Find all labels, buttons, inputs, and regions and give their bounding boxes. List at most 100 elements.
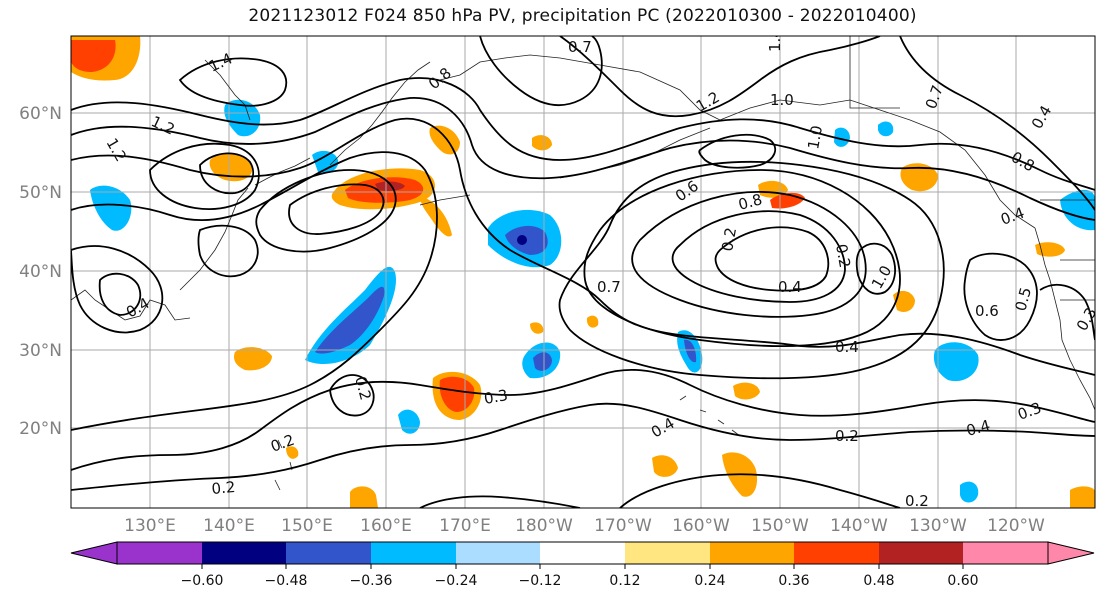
precip-blob-bering-south [532,135,552,151]
contour-2 [71,97,1095,221]
longitude-axis: 130°E 140°E 150°E 160°E 170°E 180°W 170°… [124,516,1045,536]
precip-blob-small-2 [530,322,544,334]
coast-kuril [254,157,311,186]
lon-label-160W: 160°W [672,516,730,536]
coast-north-america [1034,227,1095,411]
contour-14 [619,473,901,508]
colorbar-frame [116,541,1049,565]
precip-blob-bering [834,127,850,147]
contour-20 [178,57,288,107]
precip-blob-small-1 [586,315,599,328]
map-frame [70,35,1096,509]
contour-13 [71,368,1095,471]
lon-label-150E: 150°E [281,516,333,536]
contour-label: 0.2 [832,243,854,270]
precip-blob-japan-west [90,185,132,231]
colorbar-tick-label: 0.60 [947,573,978,589]
contour-21 [149,142,260,210]
colorbar-over-triangle [1047,541,1095,565]
contour-label: 1.0 [770,91,794,109]
colorbar-tick-label: 0.24 [694,573,725,589]
lat-label-60N: 60°N [19,104,62,124]
colorbar-tick-label: −0.24 [435,573,478,589]
precip-blob-okhotsk [224,99,261,137]
colorbar-tick-label: −0.12 [519,573,562,589]
contour-7 [631,191,867,318]
contour-label: 0.6 [975,302,999,320]
contour-label: 0.5 [1011,285,1035,313]
precip-blob-phil-sea [234,347,272,371]
lat-label-50N: 50°N [19,183,62,203]
colorbar-segment [202,542,287,564]
coast-kamchatka [329,61,431,166]
colorbar-segment [286,542,372,564]
graticule [71,36,1095,508]
colorbar-under-triangle [70,541,118,565]
colorbar-tick-label: −0.48 [265,573,308,589]
contour-19 [1039,283,1095,341]
contour-4 [71,151,438,431]
contour-label: 0.4 [964,416,992,440]
contour-label: 0.7 [568,38,592,56]
colorbar-tick-label: 0.48 [863,573,894,589]
pv-contours [71,36,1095,508]
contour-label: 1.0 [804,124,826,151]
coast-canada-border [849,36,1095,301]
contour-17 [899,36,1095,211]
lat-label-20N: 20°N [19,419,62,439]
contour-29 [329,374,375,417]
colorbar-segment [540,542,626,564]
contour-label: 0.2 [211,478,236,498]
precip-blob-tropics-w2-core [439,376,475,412]
contour-label: 0.2 [351,374,375,402]
contour-label: 0.2 [718,226,740,253]
lon-label-170W: 170°W [594,516,652,536]
contour-label: 0.3 [483,386,510,408]
contour-11 [558,160,945,380]
contour-3 [71,117,1095,376]
contour-5 [71,245,164,334]
precip-blob-alaska-gulf [900,163,938,192]
contour-labels: 1.4 1.2 1.2 0.7 1.4 0.8 1.2 1.0 1.0 0.7 … [103,36,1095,510]
precip-blob-south-edge-2 [652,455,678,477]
lon-label-170E: 170°E [439,516,491,536]
colorbar-segment [456,542,541,564]
precip-blob-central-south-core [533,352,552,371]
precip-blob-west-pacific-band-core [315,286,385,354]
contour-9 [714,226,830,292]
precip-blob-nw-corner-core [71,40,116,72]
colorbar-tick-labels: −0.60 −0.48 −0.36 −0.24 −0.12 0.12 0.24 … [181,573,979,589]
map-panel: 1.4 1.2 1.2 0.7 1.4 0.8 1.2 1.0 1.0 0.7 … [19,35,1096,536]
contour-label: 0.4 [778,278,802,296]
precip-blob-kuril-tail [420,196,452,237]
lon-label-160E: 160°E [360,516,412,536]
contour-label: 0.2 [905,492,929,510]
colorbar: −0.60 −0.48 −0.36 −0.24 −0.12 0.12 0.24 … [70,541,1095,589]
colorbar-segment [371,542,457,564]
lon-label-140W: 140°W [830,516,888,536]
lat-label-30N: 30°N [19,341,62,361]
contour-28 [197,224,259,278]
lon-label-180W: 180°W [515,516,573,536]
contour-24 [288,183,385,235]
colorbar-segment [710,542,795,564]
precip-blob-sea-of-japan [209,153,253,182]
contour-8 [671,210,846,303]
coast-okhotsk [204,59,251,121]
lon-label-130E: 130°E [124,516,176,536]
contour-label: 0.7 [597,278,621,296]
coastlines [71,36,1095,491]
coast-hawaii [679,395,741,437]
colorbar-segment [625,542,711,564]
precip-blob-kuril-jet-max [375,181,405,191]
coast-bering-aleutians [439,54,721,121]
precip-blob-bc-coast [1035,242,1065,257]
colorbar-segment [117,542,203,564]
colorbar-segment [879,542,964,564]
contour-6 [98,272,142,316]
precip-blob-small-3 [286,446,299,459]
colorbar-tick-label: 0.12 [609,573,640,589]
colorbar-segment [794,542,880,564]
precip-blob-central-north-max [517,235,527,245]
contour-label: 0.4 [835,338,859,356]
